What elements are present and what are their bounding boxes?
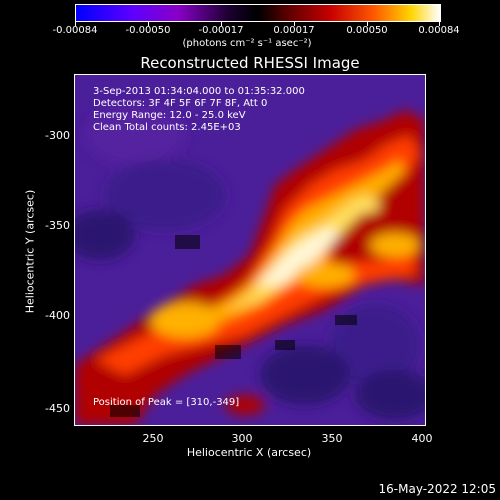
- x-tick-label: 400: [411, 432, 433, 445]
- colorbar-tick: [367, 21, 368, 26]
- colorbar-label: 0.00084: [418, 25, 460, 36]
- colorbar-label: 0.00017: [273, 25, 315, 36]
- x-tick-label: 350: [321, 432, 343, 445]
- colorbar-label: -0.00084: [52, 25, 98, 36]
- x-axis-title: Heliocentric X (arcsec): [186, 446, 312, 459]
- colorbar-tick: [221, 21, 222, 26]
- y-tick-label: -350: [45, 219, 70, 232]
- y-tick-label: -450: [45, 402, 70, 415]
- colorbar-tick: [294, 21, 295, 26]
- colorbar-label: -0.00050: [125, 25, 171, 36]
- x-tick-label: 250: [142, 432, 164, 445]
- energy-range: Energy Range: 12.0 - 25.0 keV: [93, 110, 246, 121]
- colorbar-tick: [148, 21, 149, 26]
- time-range: 3-Sep-2013 01:34:04.000 to 01:35:32.000: [93, 86, 305, 97]
- colorbar: [75, 4, 441, 22]
- colorbar-tick: [439, 21, 440, 26]
- detectors: Detectors: 3F 4F 5F 6F 7F 8F, Att 0: [93, 98, 268, 109]
- generated-date: 16-May-2022 12:05: [378, 482, 496, 496]
- x-tick-label: 300: [231, 432, 253, 445]
- colorbar-tick: [75, 21, 76, 26]
- y-tick-label: -400: [45, 309, 70, 322]
- peak-position: Position of Peak = [310,-349]: [93, 397, 240, 408]
- image-title: Reconstructed RHESSI Image: [140, 54, 360, 72]
- clean-total-counts: Clean Total counts: 2.45E+03: [93, 122, 241, 133]
- rhessi-heatmap: [75, 75, 425, 425]
- colorbar-label: -0.00017: [198, 25, 244, 36]
- y-tick-label: -300: [45, 129, 70, 142]
- rhessi-image-panel: 3-Sep-2013 01:34:04.000 to 01:35:32.000 …: [74, 74, 426, 426]
- colorbar-label: 0.00050: [346, 25, 388, 36]
- y-axis-title: Heliocentric Y (arcsec): [23, 189, 37, 314]
- colorbar-units: (photons cm⁻² s⁻¹ asec⁻²): [182, 38, 312, 49]
